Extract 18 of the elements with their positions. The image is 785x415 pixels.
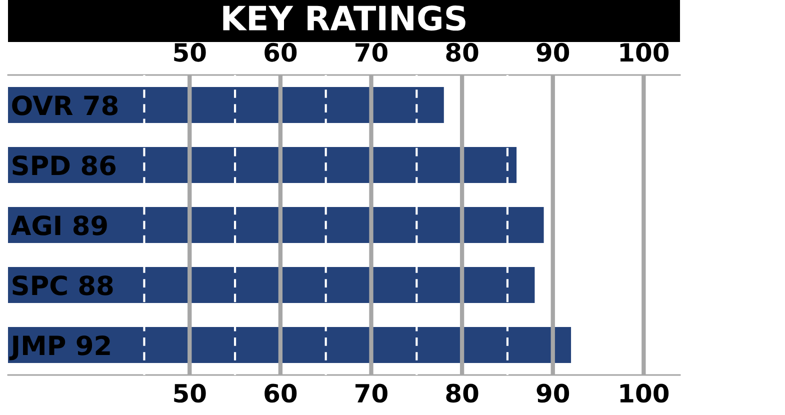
y-tick-label: SPD 86 <box>12 155 116 176</box>
x2-tick-label: 100 <box>620 42 669 62</box>
y-tick-label: JMP 92 <box>9 335 110 360</box>
x-tick-label: 50 <box>174 384 206 403</box>
x2-tick-label: 50 <box>174 42 206 62</box>
x-tick-label: 60 <box>264 384 297 403</box>
chart-title: KEY RATINGS <box>223 5 466 31</box>
x2-tick-label: 80 <box>446 42 478 62</box>
x-tick-label: 80 <box>446 384 478 403</box>
x-tick-label: 70 <box>356 384 388 403</box>
x2-tick-label: 90 <box>536 42 570 62</box>
x2-tick-label: 60 <box>264 42 297 62</box>
x-tick-label: 90 <box>536 384 570 403</box>
y-tick-label: SPC 88 <box>12 275 113 296</box>
y-tick-label: AGI 89 <box>10 215 107 236</box>
x2-tick-label: 70 <box>356 42 388 62</box>
y-tick-label: OVR 78 <box>12 95 118 116</box>
x-tick-label: 100 <box>620 384 669 403</box>
